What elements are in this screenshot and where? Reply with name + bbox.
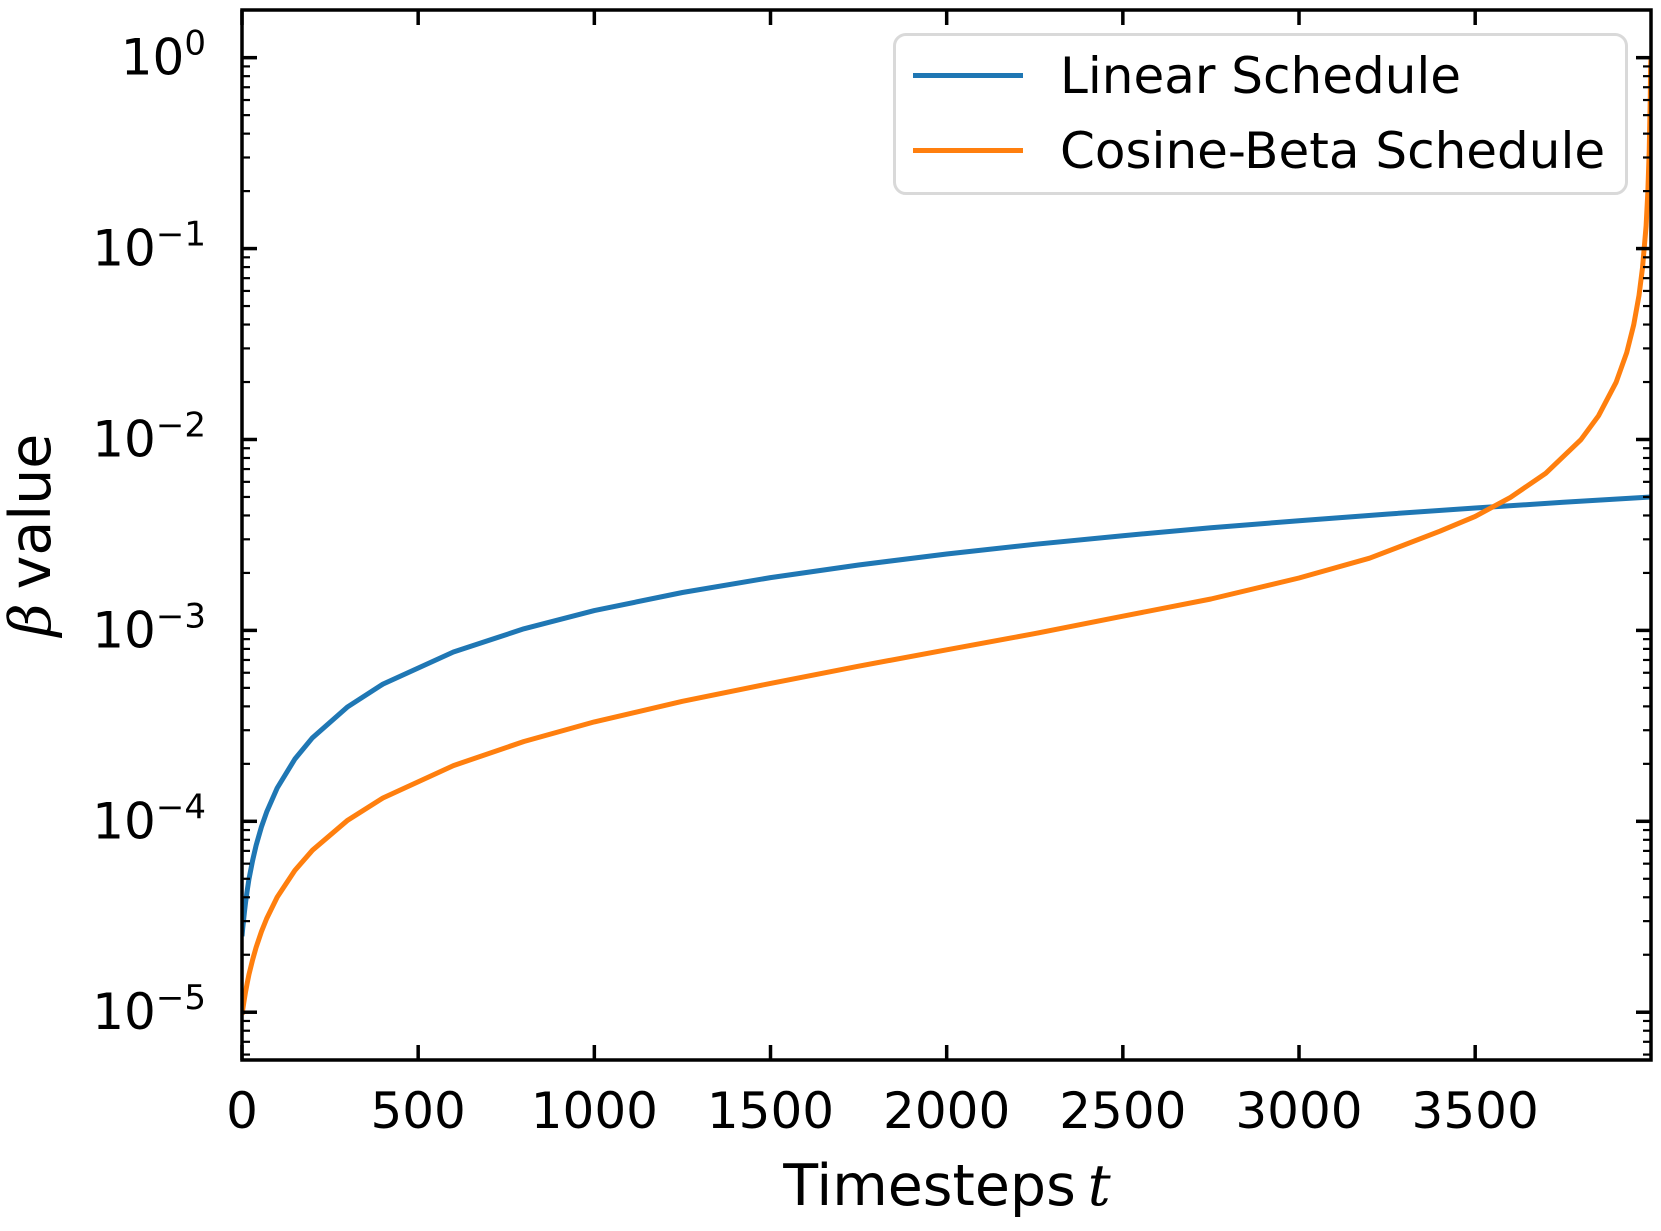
- plot-area: [242, 57, 1651, 1016]
- y-tick-label: 10−2: [92, 405, 206, 468]
- y-axis-label: β value: [0, 434, 64, 637]
- x-axis-label: Timesteps t: [783, 1153, 1110, 1219]
- legend: Linear Schedule Cosine-Beta Schedule: [893, 33, 1628, 195]
- y-tick-label: 10−1: [92, 215, 206, 278]
- y-tick-label: 10−4: [92, 787, 206, 850]
- x-tick-label: 3000: [1235, 1082, 1362, 1140]
- axes-spines: [240, 8, 1653, 1062]
- legend-line-sample-linear: [913, 73, 1023, 78]
- x-tick-label: 1000: [531, 1082, 658, 1140]
- legend-item-cosine-beta-schedule: Cosine-Beta Schedule: [913, 113, 1625, 188]
- x-axis-label-text: Timesteps: [783, 1153, 1076, 1219]
- y-axis-label-text: value: [0, 433, 64, 590]
- x-tick-label: 1500: [707, 1082, 834, 1140]
- y-axis-label-math-beta: β: [0, 603, 64, 637]
- curve-linear-schedule: [242, 494, 1651, 937]
- x-tick-label: 500: [370, 1082, 465, 1140]
- legend-item-linear-schedule: Linear Schedule: [913, 38, 1625, 113]
- legend-line-sample-cosine-beta: [913, 148, 1023, 153]
- x-axis-label-math-t: t: [1087, 1153, 1111, 1219]
- x-tick-label: 3500: [1412, 1082, 1539, 1140]
- x-tick-label: 0: [226, 1082, 258, 1140]
- legend-label-linear: Linear Schedule: [1060, 46, 1462, 105]
- x-tick-label: 2500: [1059, 1082, 1186, 1140]
- y-tick-label: 100: [121, 24, 206, 87]
- y-tick-label: 10−3: [92, 596, 206, 659]
- x-tick-label: 2000: [883, 1082, 1010, 1140]
- legend-label-cosine-beta: Cosine-Beta Schedule: [1060, 121, 1606, 180]
- y-tick-label: 10−5: [92, 978, 206, 1041]
- curve-cosine-beta-schedule: [242, 57, 1651, 1016]
